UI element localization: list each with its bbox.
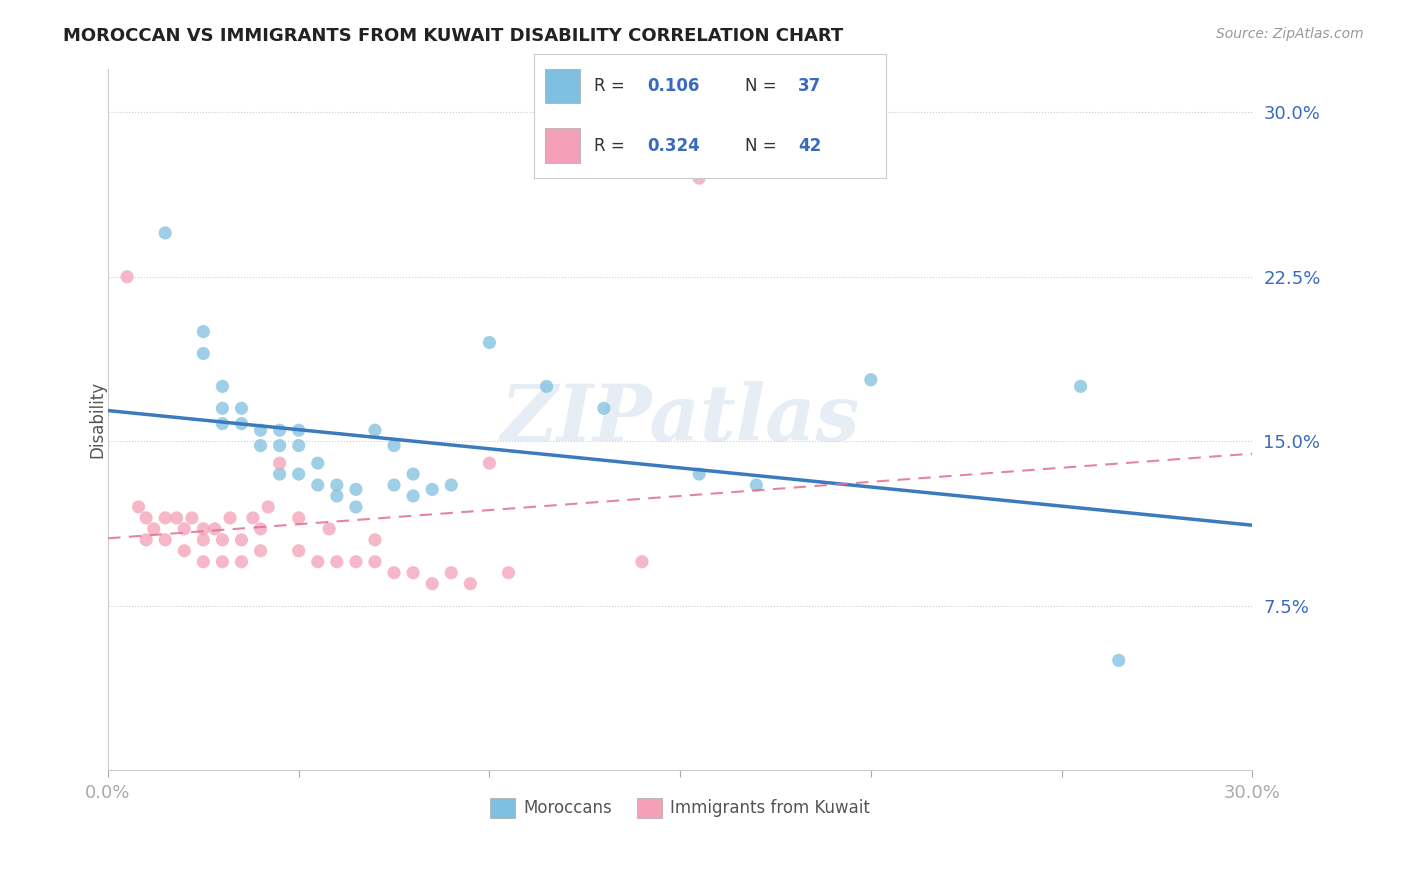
Point [688,171,710,186]
Point [344,500,367,514]
Point [231,401,253,416]
Bar [544,128,579,163]
Point [287,467,309,481]
Point [231,417,253,431]
Point [287,511,309,525]
Point [440,478,463,492]
Point [326,555,349,569]
Point [115,269,138,284]
Point [382,439,405,453]
Point [287,423,309,437]
Point [153,511,176,525]
Point [173,543,195,558]
Point [211,555,233,569]
Point [231,533,253,547]
Point [211,401,233,416]
Point [166,511,188,525]
Point [211,533,233,547]
Point [745,478,768,492]
Point [128,500,150,514]
Legend: Moroccans, Immigrants from Kuwait: Moroccans, Immigrants from Kuwait [484,791,877,825]
Point [440,566,463,580]
Bar [544,69,579,103]
Point [173,522,195,536]
Y-axis label: Disability: Disability [89,381,105,458]
Text: Source: ZipAtlas.com: Source: ZipAtlas.com [1216,27,1364,41]
Text: MOROCCAN VS IMMIGRANTS FROM KUWAIT DISABILITY CORRELATION CHART: MOROCCAN VS IMMIGRANTS FROM KUWAIT DISAB… [63,27,844,45]
Point [364,555,387,569]
Point [688,467,710,481]
Point [193,346,215,360]
Point [478,456,501,470]
Point [142,522,165,536]
Text: 37: 37 [799,77,821,95]
Point [204,522,226,536]
Point [211,379,233,393]
Point [193,555,215,569]
Point [153,226,176,240]
Point [307,555,329,569]
Point [318,522,340,536]
Point [1108,653,1130,667]
Point [344,483,367,497]
Point [269,439,291,453]
Text: N =: N = [745,137,782,155]
Point [326,478,349,492]
Point [382,566,405,580]
Point [536,379,558,393]
Point [249,423,271,437]
Point [402,467,425,481]
Point [307,456,329,470]
Text: 0.324: 0.324 [647,137,700,155]
Point [135,533,157,547]
Point [498,566,520,580]
Point [211,417,233,431]
Point [269,456,291,470]
Point [249,543,271,558]
Point [153,533,176,547]
Point [631,555,654,569]
Point [231,555,253,569]
Point [219,511,242,525]
Point [364,423,387,437]
Point [287,543,309,558]
Point [1070,379,1092,393]
Point [269,467,291,481]
Point [135,511,157,525]
Point [364,533,387,547]
Point [249,439,271,453]
Point [420,483,443,497]
Point [249,522,271,536]
Point [242,511,264,525]
Point [478,335,501,350]
Point [193,522,215,536]
Point [592,401,614,416]
Text: ZIPatlas: ZIPatlas [501,381,860,458]
Point [402,489,425,503]
Point [344,555,367,569]
Text: R =: R = [593,77,630,95]
Point [326,489,349,503]
Text: 42: 42 [799,137,821,155]
Point [420,576,443,591]
Point [269,423,291,437]
Point [180,511,202,525]
Point [257,500,280,514]
Text: 0.106: 0.106 [647,77,699,95]
Text: R =: R = [593,137,630,155]
Point [859,373,882,387]
Point [382,478,405,492]
Point [307,478,329,492]
Point [460,576,482,591]
Point [402,566,425,580]
Point [193,325,215,339]
Point [287,439,309,453]
Point [193,533,215,547]
Text: N =: N = [745,77,782,95]
